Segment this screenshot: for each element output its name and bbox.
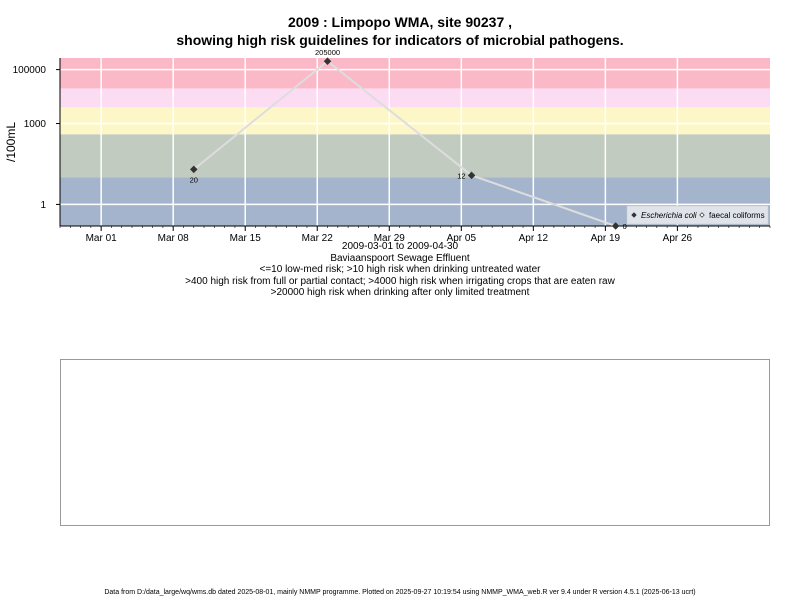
data-label: 12: [457, 171, 465, 180]
series-line-0: [193, 59, 616, 227]
risk-band-4: [60, 58, 770, 89]
empty-plot-panel: [60, 359, 770, 526]
y-axis-label: /100mL: [4, 122, 18, 162]
x-tick-label: Apr 12: [519, 233, 549, 244]
data-point: [467, 171, 476, 180]
x-tick-label: Mar 29: [374, 233, 406, 244]
legend-marker: [699, 212, 705, 218]
footer-note: Data from D:/data_large/wq/wms.db dated …: [104, 589, 696, 596]
data-label: 205000: [315, 48, 340, 57]
y-tick-label: 100000: [13, 65, 47, 76]
x-tick-label: Mar 08: [158, 233, 190, 244]
data-point: [190, 165, 198, 174]
site-name-caption: Baviaanspoort Sewage Effluent: [330, 253, 470, 264]
date-range-caption: 2009-03-01 to 2009-04-30: [341, 241, 459, 252]
x-tick-label: Apr 19: [591, 233, 621, 244]
y-tick-label: 1: [40, 200, 46, 211]
guideline-caption-3: >20000 high risk when drinking after onl…: [270, 287, 530, 298]
x-tick-label: Mar 22: [302, 233, 334, 244]
risk-band-3: [60, 88, 770, 108]
data-label: 0: [623, 222, 627, 231]
risk-band-1: [60, 134, 770, 178]
x-tick-label: Apr 26: [663, 233, 693, 244]
legend-label: Escherichia coli: [641, 211, 697, 220]
data-point: [611, 222, 620, 230]
y-tick-label: 1000: [24, 119, 47, 130]
guideline-caption-2: >400 high risk from full or partial cont…: [185, 276, 615, 287]
x-tick-label: Mar 15: [230, 233, 262, 244]
chart-subtitle: showing high risk guidelines for indicat…: [176, 32, 624, 48]
chart-title: 2009 : Limpopo WMA, site 90237 ,: [287, 14, 513, 30]
legend-label: faecal coliforms: [709, 211, 765, 220]
chart-canvas: Mar 01 Mar 08 Mar 15 Mar 22 Mar 29 Apr 05 Apr …: [4, 48, 771, 244]
legend-marker: [631, 212, 637, 218]
guideline-caption-1: <=10 low-med risk; >10 high risk when dr…: [259, 264, 541, 275]
x-tick-label: Mar 01: [86, 233, 118, 244]
legend-box: [626, 205, 769, 225]
data-label: 20: [190, 175, 198, 184]
data-point: [323, 57, 332, 65]
x-tick-label: Apr 05: [447, 233, 477, 244]
